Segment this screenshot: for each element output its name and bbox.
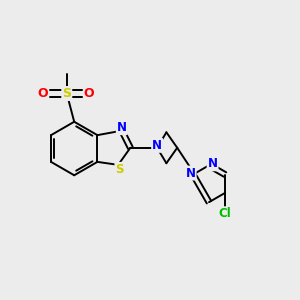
Text: S: S bbox=[62, 87, 71, 100]
Text: N: N bbox=[152, 139, 162, 152]
Text: N: N bbox=[117, 121, 127, 134]
Text: O: O bbox=[84, 87, 94, 100]
Text: Cl: Cl bbox=[219, 207, 231, 220]
Text: N: N bbox=[208, 157, 218, 170]
Text: S: S bbox=[116, 163, 124, 176]
Text: O: O bbox=[38, 87, 48, 100]
Text: N: N bbox=[186, 167, 196, 179]
